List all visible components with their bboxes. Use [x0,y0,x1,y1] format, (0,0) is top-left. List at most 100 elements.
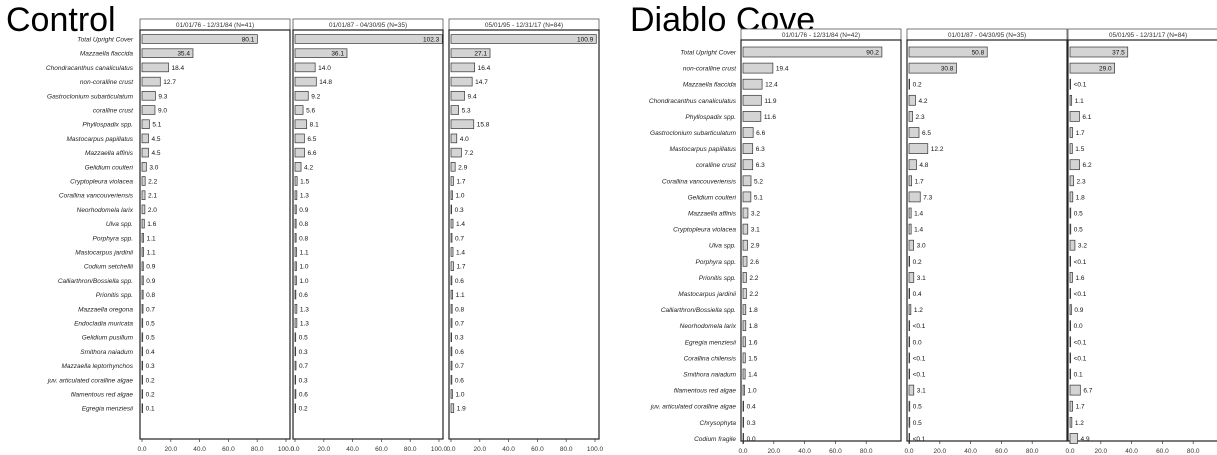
category-label: Corallina vancouveriensis [662,178,737,185]
bar-value-label: 5.2 [754,178,763,185]
category-label: Chondracanthus canaliculatus [46,65,134,72]
bar-value-label: 0.5 [299,335,308,342]
bar-value-label: 9.3 [158,93,167,100]
category-label: Mastocarpus jardinii [75,250,133,257]
bar [141,360,143,371]
bar-value-label: 12.4 [765,82,778,89]
category-label: Neorhodomela larix [77,207,134,214]
bar-value-label: 1.7 [456,264,465,271]
bar-value-label: 0.5 [1074,227,1083,234]
bar [141,233,144,243]
bar-value-label: 11.9 [764,98,777,105]
bar [1069,368,1071,380]
bar-value-label: 1.1 [300,250,309,257]
category-label: Chrysophyta [700,420,737,427]
bar [1069,320,1071,332]
panel-header-label: 01/01/76 - 12/31/84 (N=42) [782,32,860,39]
category-label: Mastocarpus papillatus [67,136,134,143]
bar [141,119,150,129]
bar-value-label: 4.2 [304,164,313,171]
bar [742,191,752,203]
bar-value-label: 0.3 [455,207,464,214]
x-tick-label: 40.0 [193,446,206,453]
bar [908,272,915,283]
bar-value-label: <0.1 [1074,259,1087,266]
panel-frame [139,29,291,440]
bar [1069,111,1080,122]
bar-value-label: 6.6 [756,130,765,137]
x-tick-label: 40.0 [964,448,977,455]
bar [1069,223,1072,235]
bar [141,176,146,186]
bar [450,147,462,158]
x-tick-label: 100.0 [278,446,295,453]
bar-value-label: 0.2 [146,377,155,384]
bar [450,34,597,44]
bar [294,375,296,385]
bar [450,105,459,115]
panel-frame [292,29,444,440]
bar-value-label: 7.2 [464,150,473,157]
bar [141,304,144,314]
bar [908,191,921,203]
bar-value-label: 30.8 [941,66,954,73]
bar-value-label: 4.2 [918,98,927,105]
bar [294,91,309,101]
bar-value-label: 9.2 [311,93,320,100]
bar [450,176,454,186]
category-label: filamentous red algae [674,388,737,395]
bar [742,78,763,90]
bar-value-label: 1.7 [456,179,465,186]
x-tick-label: 40.0 [798,448,811,455]
bar-value-label: 4.5 [151,150,160,157]
bar [742,46,883,58]
bar [294,318,298,328]
bar [450,375,453,385]
x-tick-label: 20.0 [473,446,486,453]
x-tick-label: 100.0 [431,446,448,453]
bar-value-label: 0.4 [913,291,922,298]
bar-value-label: 1.4 [914,227,923,234]
bar [294,247,297,257]
bar-value-label: 1.4 [914,211,923,218]
bar [742,304,747,315]
bar-value-label: 0.0 [1074,323,1083,330]
bar-value-label: 0.8 [299,221,308,228]
x-tick-label: 20.0 [1094,448,1107,455]
bar-value-label: 35.4 [177,51,190,58]
bar [450,332,452,342]
bar-value-label: 14.8 [319,79,332,86]
bar-value-label: 1.6 [1075,275,1084,282]
bar [294,34,443,44]
bar [742,384,745,396]
bar [742,127,754,138]
bar-value-label: 0.6 [455,377,464,384]
bar [1069,288,1071,299]
x-tick-label: 40.0 [502,446,515,453]
bar [450,403,455,413]
bar [450,389,453,399]
bar [908,159,917,171]
bar-value-label: 0.8 [455,306,464,313]
bar-value-label: 27.1 [474,51,487,58]
bar-value-label: 100.9 [577,37,594,44]
panel-header-label: 05/01/95 - 12/31/17 (N=84) [485,22,563,29]
category-label: Gastroclonium subarticulatum [47,93,134,100]
bar-value-label: 0.7 [299,363,308,370]
bar [294,403,296,413]
bar [294,218,297,229]
category-label: Mastocarpus papillatus [670,146,737,153]
bar [141,62,169,73]
bar [908,78,910,90]
category-label: Gelidium coulteri [688,194,737,201]
bar [141,247,144,257]
panel-frame [1067,39,1217,442]
bar [908,416,911,428]
bar-value-label: 29.0 [1099,66,1112,73]
panel-header-label: 01/01/87 - 04/30/95 (N=35) [948,32,1026,39]
bar [742,272,747,283]
bar-value-label: 1.4 [456,221,465,228]
bar-value-label: 2.0 [148,207,157,214]
bar-value-label: 0.9 [146,278,155,285]
category-label: non-coralline crust [683,66,737,73]
